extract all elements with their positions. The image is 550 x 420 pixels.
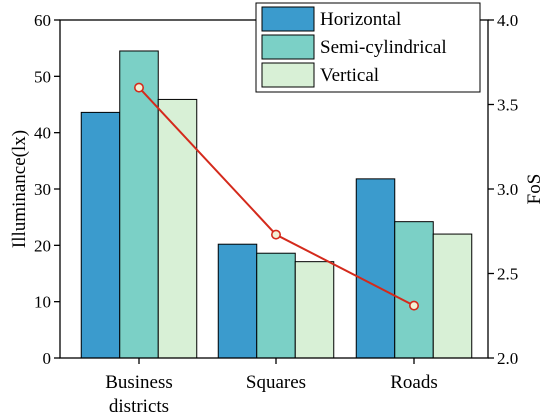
bar-horizontal-3 (355, 178, 396, 359)
y-axis-title: Illuminance(lx) (9, 130, 30, 248)
legend: Horizontal Semi-cylindrical Vertical (255, 2, 481, 93)
right-tick-label: 2.5 (497, 265, 518, 284)
bar-semi-cylindrical-1 (119, 50, 159, 359)
right-axis: 2.0 2.5 3.0 3.5 4.0 (488, 11, 518, 368)
x-tick-label-line: Business (105, 372, 173, 393)
fos-line-group (134, 82, 419, 311)
fos-point-1 (134, 82, 145, 93)
left-tick-label: 30 (34, 180, 51, 199)
legend-swatch (261, 34, 315, 60)
bar-horizontal-2 (217, 243, 258, 359)
x-tick-label: Business districts (105, 372, 173, 417)
bar-semi-cylindrical-3 (394, 221, 434, 359)
bar-vertical-3 (432, 233, 473, 359)
bars-group (80, 50, 473, 359)
right-tick-label: 3.0 (497, 180, 518, 199)
x-tick-label-line: Roads (390, 372, 438, 393)
legend-label: Vertical (320, 65, 379, 86)
left-axis: 0 10 20 30 40 50 60 (34, 11, 60, 368)
left-tick-label: 40 (34, 124, 51, 143)
bar-vertical-1 (157, 98, 198, 359)
x-tick-label-line: districts (109, 396, 169, 417)
left-tick-label: 60 (34, 11, 51, 30)
right-tick-label: 3.5 (497, 96, 518, 115)
bar-horizontal-1 (80, 111, 121, 359)
x-tick-label-line: Squares (246, 372, 306, 393)
fos-point-2 (270, 229, 281, 240)
x-axis: Business districts Squares Roads (105, 358, 438, 417)
x-tick-label: Roads (390, 372, 438, 393)
left-tick-label: 20 (34, 236, 51, 255)
legend-label: Semi-cylindrical (320, 37, 447, 58)
left-tick-label: 50 (34, 67, 51, 86)
left-tick-label: 10 (34, 293, 51, 312)
y2-axis-title: FoS (524, 174, 545, 205)
legend-label: Horizontal (320, 9, 401, 30)
legend-swatch (261, 62, 315, 88)
bar-semi-cylindrical-2 (256, 252, 296, 359)
x-tick-label: Squares (246, 372, 306, 393)
right-tick-label: 4.0 (497, 11, 518, 30)
fos-point-3 (408, 300, 419, 311)
left-tick-label: 0 (43, 349, 52, 368)
legend-swatch (261, 6, 315, 32)
right-tick-label: 2.0 (497, 349, 518, 368)
bar-vertical-2 (294, 261, 335, 359)
